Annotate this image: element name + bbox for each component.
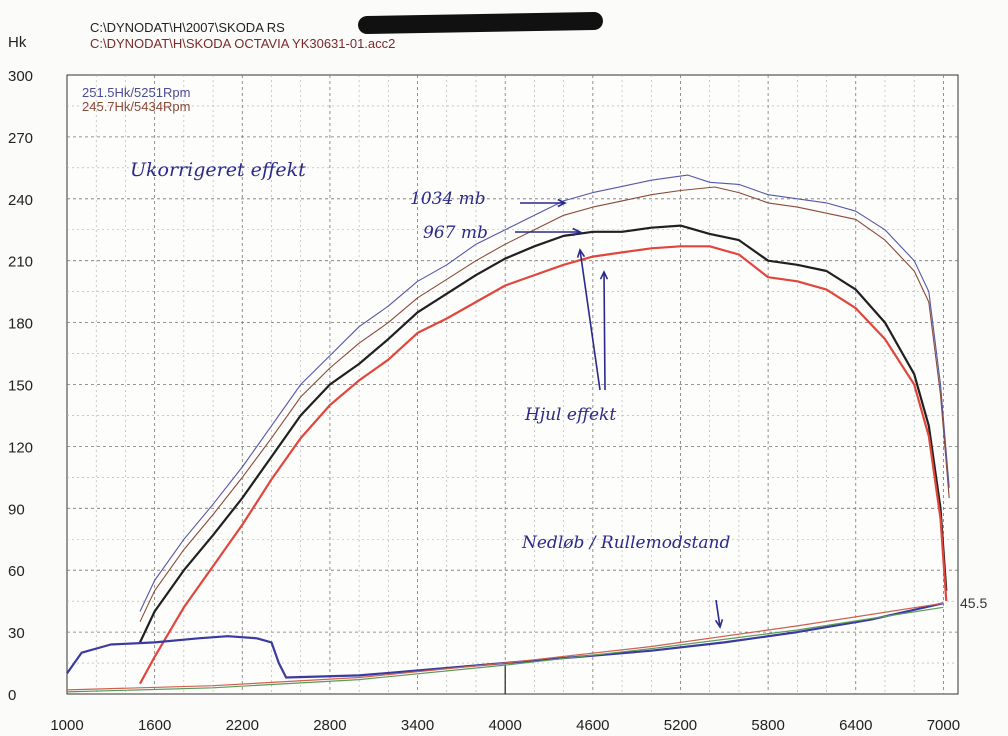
annotation-arrow	[715, 599, 721, 628]
y-axis-label: Hk	[8, 34, 27, 51]
y-tick-label: 0	[8, 687, 16, 704]
x-tick-label: 7000	[927, 717, 960, 734]
series-line-coastdown_low	[66, 602, 944, 679]
y-tick-label: 270	[8, 130, 33, 147]
y-tick-label: 180	[8, 316, 33, 333]
series-line-uncorr_967	[139, 186, 950, 623]
x-tick-label: 2800	[313, 717, 346, 734]
series-line-wheel_black	[139, 224, 948, 643]
annotation-arrow	[579, 249, 601, 391]
x-tick-label: 2200	[226, 717, 259, 734]
series-line-coastdown_green	[66, 606, 944, 693]
x-tick-label: 5800	[751, 717, 784, 734]
handwritten-annotation: 1034 mb	[410, 189, 486, 209]
y-tick-label: 300	[8, 68, 33, 85]
annotation-arrowhead	[557, 198, 567, 208]
y-tick-label: 210	[8, 254, 33, 271]
legend-entry: 251.5Hk/5251Rpm	[82, 85, 190, 100]
x-tick-label: 1000	[50, 717, 83, 734]
y-tick-label: 30	[8, 625, 25, 642]
handwritten-annotation: Hjul effekt	[524, 405, 616, 425]
file-path-1: C:\DYNODAT\H\2007\SKODA RS	[90, 20, 285, 35]
y-tick-label: 60	[8, 563, 25, 580]
handwritten-annotation: 967 mb	[423, 223, 488, 243]
y-tick-label: 150	[8, 378, 33, 395]
annotation-arrowhead	[599, 270, 609, 280]
x-tick-label: 6400	[839, 717, 872, 734]
annotation-arrowhead	[576, 248, 586, 258]
y-tick-label: 240	[8, 192, 33, 209]
series-line-coastdown_red	[66, 602, 944, 691]
end-value-label: 45.5	[960, 595, 987, 611]
file-path-2: C:\DYNODAT\H\SKODA OCTAVIA YK30631-01.ac…	[90, 36, 396, 51]
x-tick-label: 1600	[138, 717, 171, 734]
series-line-wheel_red	[139, 245, 948, 685]
series-line-uncorr_1034	[139, 174, 950, 612]
y-tick-label: 120	[8, 439, 33, 456]
x-tick-label: 5200	[664, 717, 697, 734]
handwritten-annotation: Nedløb / Rullemodstand	[521, 533, 730, 553]
x-tick-label: 3400	[401, 717, 434, 734]
x-tick-label: 4000	[489, 717, 522, 734]
annotation-arrowhead	[714, 619, 724, 629]
y-tick-label: 90	[8, 501, 25, 518]
legend-entry: 245.7Hk/5434Rpm	[82, 99, 190, 114]
annotation-arrow	[603, 271, 606, 391]
handwritten-annotation: Ukorrigeret effekt	[130, 159, 306, 181]
x-tick-label: 4600	[576, 717, 609, 734]
annotation-arrowhead	[572, 227, 582, 237]
